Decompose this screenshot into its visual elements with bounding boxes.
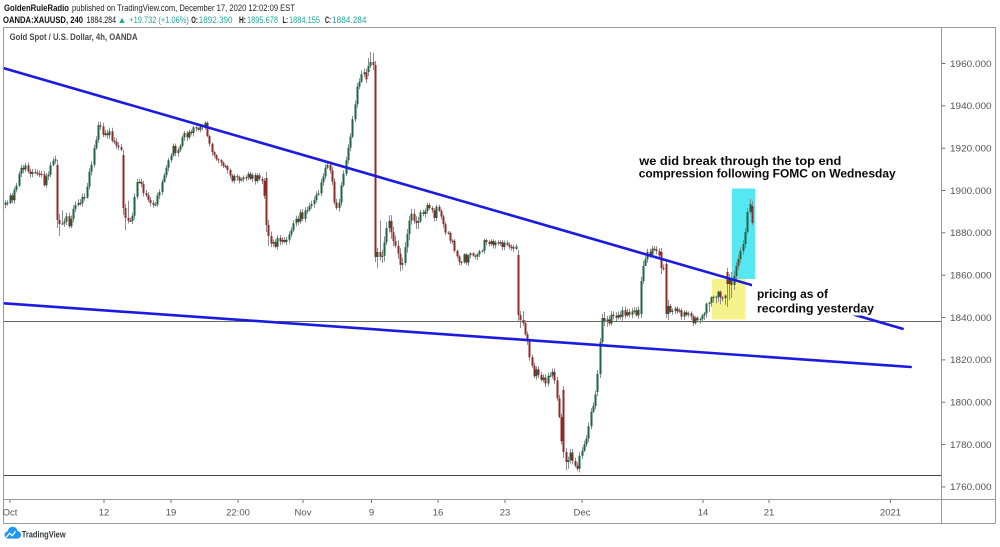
- svg-text:1895.678: 1895.678: [247, 15, 278, 25]
- svg-text:pricing as of: pricing as of: [757, 287, 829, 301]
- svg-text:16: 16: [433, 508, 444, 519]
- svg-text:12: 12: [99, 508, 110, 519]
- svg-text:we did break through the top e: we did break through the top end: [638, 154, 841, 168]
- svg-text:1840.000: 1840.000: [950, 313, 992, 324]
- svg-text:Nov: Nov: [295, 508, 312, 519]
- svg-text:1880.000: 1880.000: [950, 228, 992, 239]
- svg-text:1884.284: 1884.284: [87, 15, 117, 25]
- svg-text:1920.000: 1920.000: [950, 144, 992, 155]
- svg-text:OANDA:XAUUSD, 240: OANDA:XAUUSD, 240: [3, 15, 83, 25]
- svg-text:L:: L:: [283, 15, 289, 25]
- svg-text:GoldenRuleRadio: GoldenRuleRadio: [4, 3, 69, 13]
- svg-text:22:00: 22:00: [226, 508, 250, 519]
- svg-text:1860.000: 1860.000: [950, 271, 992, 282]
- svg-text:published on TradingView.com,: published on TradingView.com, December 1…: [72, 3, 295, 13]
- svg-text:9: 9: [369, 508, 374, 519]
- svg-text:Dec: Dec: [574, 508, 591, 519]
- svg-text:+19.732 (+1.06%): +19.732 (+1.06%): [129, 15, 189, 25]
- svg-text:1960.000: 1960.000: [950, 59, 992, 70]
- svg-text:14: 14: [698, 508, 709, 519]
- svg-text:recording yesterday: recording yesterday: [757, 302, 874, 316]
- svg-text:C:: C:: [325, 15, 331, 25]
- svg-text:compression following FOMC on: compression following FOMC on Wednesday: [639, 167, 896, 181]
- svg-text:1820.000: 1820.000: [950, 355, 992, 366]
- svg-text:Gold Spot / U.S. Dollar, 4h, O: Gold Spot / U.S. Dollar, 4h, OANDA: [10, 32, 138, 42]
- svg-text:1940.000: 1940.000: [950, 101, 992, 112]
- svg-text:21: 21: [764, 508, 775, 519]
- svg-text:23: 23: [500, 508, 511, 519]
- svg-text:Oct: Oct: [3, 508, 18, 519]
- svg-text:2021: 2021: [880, 508, 901, 519]
- svg-text:1760.000: 1760.000: [950, 482, 992, 493]
- svg-text:1900.000: 1900.000: [950, 186, 992, 197]
- svg-text:1884.284: 1884.284: [332, 15, 367, 25]
- svg-text:TradingView: TradingView: [22, 530, 66, 541]
- svg-text:▲: ▲: [118, 15, 127, 25]
- svg-text:1780.000: 1780.000: [950, 440, 992, 451]
- svg-text:H:: H:: [239, 15, 246, 25]
- svg-text:O:: O:: [191, 15, 198, 25]
- svg-text:1892.390: 1892.390: [199, 15, 233, 25]
- svg-text:1884.155: 1884.155: [289, 15, 320, 25]
- svg-text:1800.000: 1800.000: [950, 398, 992, 409]
- svg-text:19: 19: [166, 508, 177, 519]
